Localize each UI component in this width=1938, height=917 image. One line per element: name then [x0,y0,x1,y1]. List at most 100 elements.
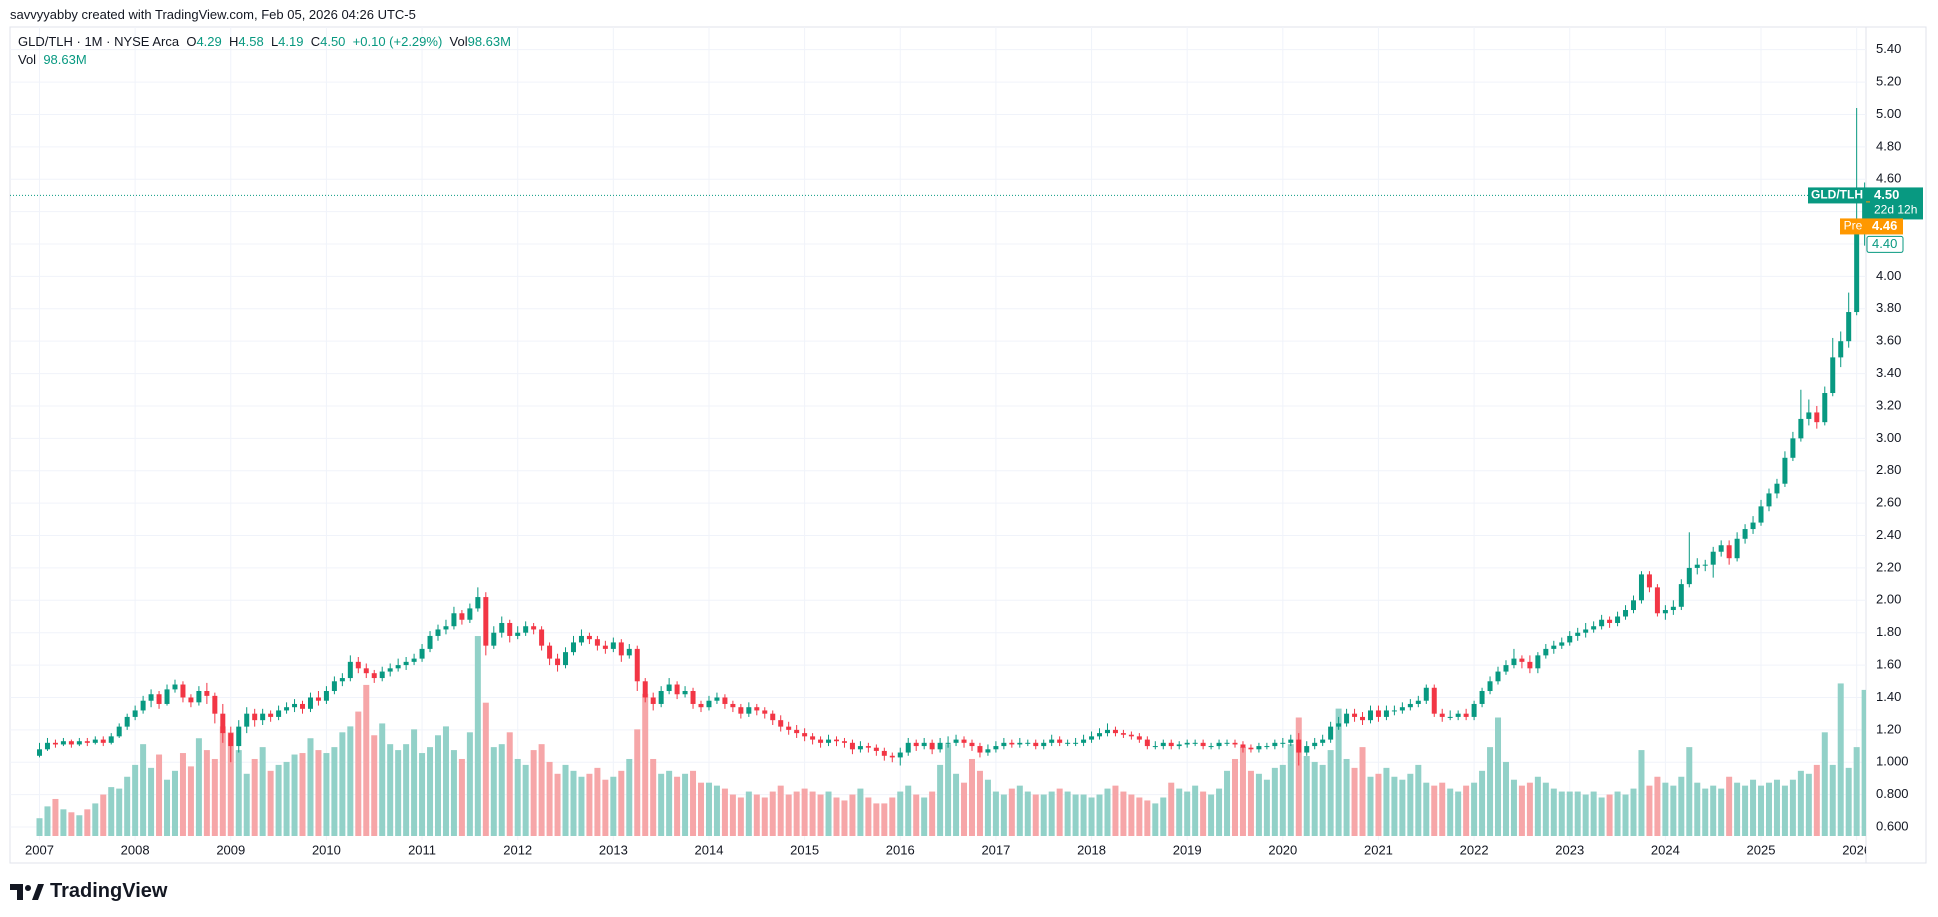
volume-bar [1845,767,1852,836]
candle-body [37,749,42,756]
candle-body [355,661,361,669]
volume-bar [1064,791,1071,836]
volume-bar [1694,782,1701,836]
candle-body [100,739,106,743]
candle-body [1758,506,1764,523]
volume-bar [809,791,816,836]
candle-body [1503,665,1509,672]
candle-body [1543,648,1549,656]
volume-bar [1080,794,1087,836]
candle-body [1073,742,1079,744]
last-price-symbol-box [1808,187,1866,204]
y-tick-label: 2.00 [1876,592,1901,607]
candle-body [969,742,975,747]
volume-bar [427,747,434,836]
candle-body [746,707,752,714]
candle-body [371,673,377,679]
candle-body [1742,529,1748,539]
volume-bar [339,732,346,836]
volume-bar [602,779,609,836]
candle-body [849,742,855,750]
candle-body [1670,606,1676,611]
candle-body [905,742,911,753]
volume-bar [1319,764,1326,836]
y-tick-label: 5.40 [1876,41,1901,56]
volume-bar [1471,782,1478,836]
candle-body [626,648,632,656]
ohlc-value: 4.29 [196,34,222,49]
candle-body [164,689,170,704]
volume-bar [1758,785,1765,836]
candle-body [594,639,600,646]
volume-bar [1224,770,1231,836]
volume-bar [1566,791,1573,836]
candle-body [1112,729,1118,734]
volume-bar [506,732,513,836]
candle-body [1662,610,1668,614]
x-tick-label: 2024 [1651,842,1680,857]
volume-bar [1821,732,1828,836]
candle-body [1367,710,1373,721]
candle-body [1638,574,1644,601]
volume-bar [1311,761,1318,836]
candle-body [1383,710,1389,717]
volume-bar [1399,779,1406,836]
volume-bar [1032,794,1039,836]
candle-body [435,629,441,636]
volume-bar [1455,791,1462,836]
candle-body [84,741,90,743]
candle-body [730,703,736,708]
candle-body [515,632,521,636]
volume-bar [929,791,936,836]
y-tick-label: 3.00 [1876,430,1901,445]
candle-body [1846,312,1852,342]
candle-body [1184,742,1190,745]
candle-body [1782,457,1788,484]
countdown: 22d 12h [1874,203,1917,217]
candle-body [563,652,569,666]
volume-bar [721,788,728,836]
candle-body [300,703,306,709]
volume-bar [1088,797,1095,836]
candle-body [411,658,417,662]
candle-body [363,668,369,674]
volume-bar [1638,750,1645,836]
volume-bar [538,744,545,836]
volume-bar [474,636,481,836]
brand: TradingView [50,880,168,902]
volume-bar [84,809,91,836]
candle-body [1854,229,1860,313]
volume-bar [1734,782,1741,836]
volume-bar [60,809,67,836]
candle-body [1654,587,1660,614]
volume-bar [793,791,800,836]
y-tick-label: 2.60 [1876,495,1901,510]
candle-body [323,691,329,701]
y-tick-label: 3.40 [1876,365,1901,380]
volume-bar [1048,791,1055,836]
volume-bar [1232,758,1238,836]
candle-body [228,733,234,747]
volume-bar [1431,785,1438,836]
volume-bar [195,738,202,836]
candle-body [1710,551,1716,565]
candle-body [1224,742,1230,744]
volume-bar [1279,764,1286,836]
candle-body [1144,739,1150,747]
volume-bar [705,782,712,836]
ohlc-key: H [229,34,239,49]
volume-bar [1295,717,1302,836]
candle-body [1065,742,1071,744]
volume-bar [1247,770,1254,836]
volume-bar [466,732,473,836]
credit: savvyyabby created with TradingView.com,… [10,7,416,22]
volume-bar [785,794,792,836]
ohlc-key: C [310,34,321,49]
symbol: GLD/TLH · 1M · NYSE Arca [18,34,180,49]
volume-bar [1710,785,1717,836]
y-tick-label: 1.000 [1876,754,1909,769]
volume-bar [1678,776,1685,836]
candle-body [307,697,313,709]
